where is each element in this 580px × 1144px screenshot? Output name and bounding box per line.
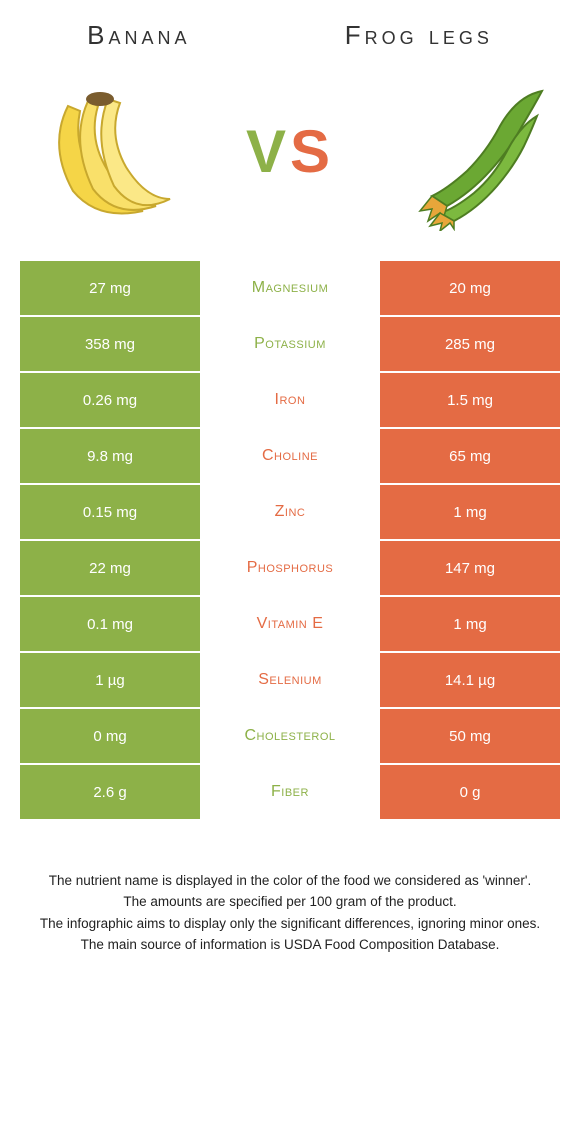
left-value: 27 mg (20, 261, 200, 315)
nutrient-name: Iron (200, 373, 380, 427)
vs-label: VS (246, 117, 334, 186)
nutrient-name: Vitamin E (200, 597, 380, 651)
nutrient-name: Magnesium (200, 261, 380, 315)
left-value: 22 mg (20, 541, 200, 595)
footer-line-3: The infographic aims to display only the… (30, 914, 550, 934)
left-food-title: Banana (87, 20, 190, 51)
nutrient-name: Phosphorus (200, 541, 380, 595)
footer-line-4: The main source of information is USDA F… (30, 935, 550, 955)
table-row: 1 µgSelenium14.1 µg (20, 653, 560, 709)
left-value: 358 mg (20, 317, 200, 371)
right-value: 65 mg (380, 429, 560, 483)
vs-v: V (246, 118, 290, 185)
nutrient-table: 27 mgMagnesium20 mg358 mgPotassium285 mg… (20, 261, 560, 821)
left-value: 2.6 g (20, 765, 200, 819)
nutrient-name: Selenium (200, 653, 380, 707)
nutrient-name: Cholesterol (200, 709, 380, 763)
left-value: 1 µg (20, 653, 200, 707)
vs-s: S (290, 118, 334, 185)
right-value: 50 mg (380, 709, 560, 763)
right-value: 285 mg (380, 317, 560, 371)
nutrient-name: Choline (200, 429, 380, 483)
header: Banana Frog legs (0, 0, 580, 61)
right-value: 14.1 µg (380, 653, 560, 707)
right-value: 0 g (380, 765, 560, 819)
left-value: 0.15 mg (20, 485, 200, 539)
frog-legs-image (392, 71, 552, 231)
right-value: 1.5 mg (380, 373, 560, 427)
table-row: 0.15 mgZinc1 mg (20, 485, 560, 541)
right-value: 1 mg (380, 597, 560, 651)
footer-notes: The nutrient name is displayed in the co… (0, 821, 580, 976)
right-value: 147 mg (380, 541, 560, 595)
banana-image (28, 71, 188, 231)
right-value: 20 mg (380, 261, 560, 315)
table-row: 22 mgPhosphorus147 mg (20, 541, 560, 597)
table-row: 0.1 mgVitamin E1 mg (20, 597, 560, 653)
nutrient-name: Fiber (200, 765, 380, 819)
table-row: 0 mgCholesterol50 mg (20, 709, 560, 765)
right-food-title: Frog legs (345, 20, 493, 51)
left-value: 0.1 mg (20, 597, 200, 651)
right-value: 1 mg (380, 485, 560, 539)
table-row: 9.8 mgCholine65 mg (20, 429, 560, 485)
table-row: 2.6 gFiber0 g (20, 765, 560, 821)
left-value: 9.8 mg (20, 429, 200, 483)
footer-line-2: The amounts are specified per 100 gram o… (30, 892, 550, 912)
footer-line-1: The nutrient name is displayed in the co… (30, 871, 550, 891)
left-value: 0 mg (20, 709, 200, 763)
table-row: 358 mgPotassium285 mg (20, 317, 560, 373)
table-row: 0.26 mgIron1.5 mg (20, 373, 560, 429)
table-row: 27 mgMagnesium20 mg (20, 261, 560, 317)
nutrient-name: Potassium (200, 317, 380, 371)
left-value: 0.26 mg (20, 373, 200, 427)
nutrient-name: Zinc (200, 485, 380, 539)
vs-row: VS (0, 61, 580, 261)
